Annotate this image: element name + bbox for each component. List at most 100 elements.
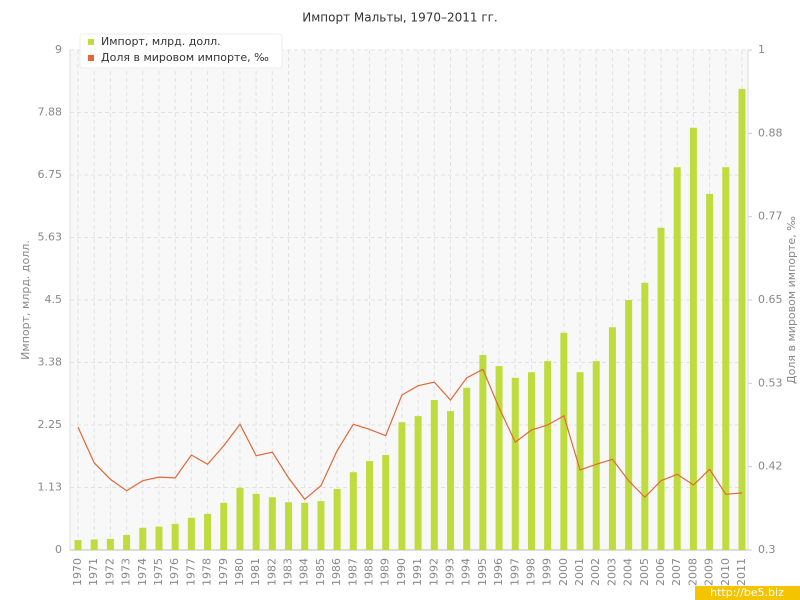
x-tick-label: 2000: [557, 558, 570, 586]
x-tick-label: 2001: [573, 558, 586, 586]
x-tick-label: 1996: [492, 558, 505, 586]
y-tick-label: 2.25: [38, 418, 63, 431]
x-tick-label: 1982: [265, 558, 278, 586]
bar: [479, 355, 487, 550]
bar: [268, 497, 276, 550]
y-tick-label: 0.77: [758, 210, 783, 223]
legend-label: Импорт, млрд. долл.: [101, 35, 221, 48]
bar: [463, 387, 471, 550]
x-tick-label: 1986: [330, 558, 343, 586]
x-tick-label: 1974: [136, 558, 149, 586]
x-tick-label: 1975: [152, 558, 165, 586]
x-tick-label: 1970: [71, 558, 84, 586]
bar: [398, 422, 406, 550]
x-tick-label: 1976: [168, 558, 181, 586]
bar: [738, 88, 746, 550]
bar: [90, 539, 98, 550]
x-tick-label: 2008: [686, 558, 699, 586]
bar: [349, 472, 357, 550]
x-tick-label: 1987: [346, 558, 359, 586]
bar: [333, 488, 341, 550]
x-tick-label: 1977: [184, 558, 197, 586]
watermark-bg: [695, 586, 800, 600]
legend-marker: [88, 39, 94, 45]
bar: [625, 300, 633, 550]
bar: [301, 502, 309, 550]
bar: [527, 372, 535, 550]
x-tick-label: 1973: [120, 558, 133, 586]
y2-axis-label: Доля в мировом импорте, ‰: [785, 216, 798, 384]
y-tick-label: 0.88: [758, 126, 783, 139]
bar: [155, 526, 163, 550]
bar: [252, 493, 260, 550]
bar: [495, 366, 503, 550]
bar: [139, 527, 147, 550]
x-tick-label: 2009: [703, 558, 716, 586]
y-tick-label: 0.3: [758, 543, 776, 556]
y-tick-label: 0: [55, 543, 62, 556]
y-tick-label: 0.42: [758, 460, 783, 473]
x-tick-label: 1992: [427, 558, 440, 586]
legend-box: [79, 33, 283, 69]
bar: [511, 377, 519, 550]
x-tick-label: 2004: [622, 558, 635, 586]
bar: [414, 416, 422, 550]
legend: Импорт, млрд. долл. Доля в мировом импорт…: [79, 33, 283, 69]
x-tick-label: 1981: [249, 558, 262, 586]
x-tick-label: 1971: [87, 558, 100, 586]
x-tick-label: 1993: [443, 558, 456, 586]
bar: [576, 372, 584, 550]
x-tick-label: 1991: [411, 558, 424, 586]
bar: [171, 523, 179, 550]
legend-marker: [88, 55, 94, 61]
bar: [592, 361, 600, 550]
bar: [544, 361, 552, 550]
watermark: http://be5.biz: [710, 586, 784, 599]
y-axis-label: Импорт, млрд. долл.: [19, 240, 32, 360]
bar: [204, 513, 212, 550]
x-tick-label: 2002: [589, 558, 602, 586]
bar: [673, 167, 681, 550]
x-tick-label: 2010: [719, 558, 732, 586]
y-tick-label: 4.5: [45, 293, 63, 306]
x-tick-label: 2003: [605, 558, 618, 586]
bar: [608, 327, 616, 550]
bar: [123, 535, 131, 550]
bar: [220, 502, 228, 550]
x-tick-label: 1997: [508, 558, 521, 586]
x-tick-label: 2007: [670, 558, 683, 586]
x-tick-label: 1998: [524, 558, 537, 586]
bar: [317, 501, 325, 550]
x-tick-label: 1985: [314, 558, 327, 586]
x-tick-label: 1995: [476, 558, 489, 586]
bar: [187, 517, 195, 550]
x-tick-label: 1994: [460, 558, 473, 586]
bar: [657, 227, 665, 550]
x-tick-label: 2006: [654, 558, 667, 586]
y-tick-label: 9: [55, 43, 62, 56]
bar: [706, 193, 714, 550]
chart-title: Импорт Мальты, 1970–2011 гг.: [302, 11, 498, 25]
legend-label: Доля в мировом импорте, ‰: [101, 51, 269, 64]
bar: [74, 540, 82, 550]
x-tick-label: 1983: [282, 558, 295, 586]
bar: [641, 282, 649, 550]
line: [77, 368, 743, 501]
y-tick-label: 5.63: [38, 231, 63, 244]
x-tick-label: 2005: [638, 558, 651, 586]
bar: [689, 127, 697, 551]
y-tick-label: 7.88: [38, 106, 63, 119]
y-tick-label: 6.75: [38, 168, 63, 181]
x-tick-label: 1980: [233, 558, 246, 586]
bar: [382, 455, 390, 550]
bar: [236, 487, 244, 550]
y-tick-label: 0.65: [758, 293, 783, 306]
x-tick-label: 1978: [201, 558, 214, 586]
x-tick-label: 1988: [363, 558, 376, 586]
bar: [366, 461, 374, 550]
bar: [560, 332, 568, 550]
bar: [285, 502, 293, 550]
bar: [722, 167, 730, 550]
y-tick-label: 3.38: [38, 356, 63, 369]
x-tick-label: 1989: [379, 558, 392, 586]
